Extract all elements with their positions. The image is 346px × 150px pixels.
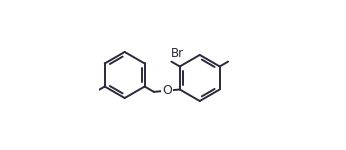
Text: O: O — [162, 84, 172, 97]
Text: Br: Br — [171, 47, 184, 60]
